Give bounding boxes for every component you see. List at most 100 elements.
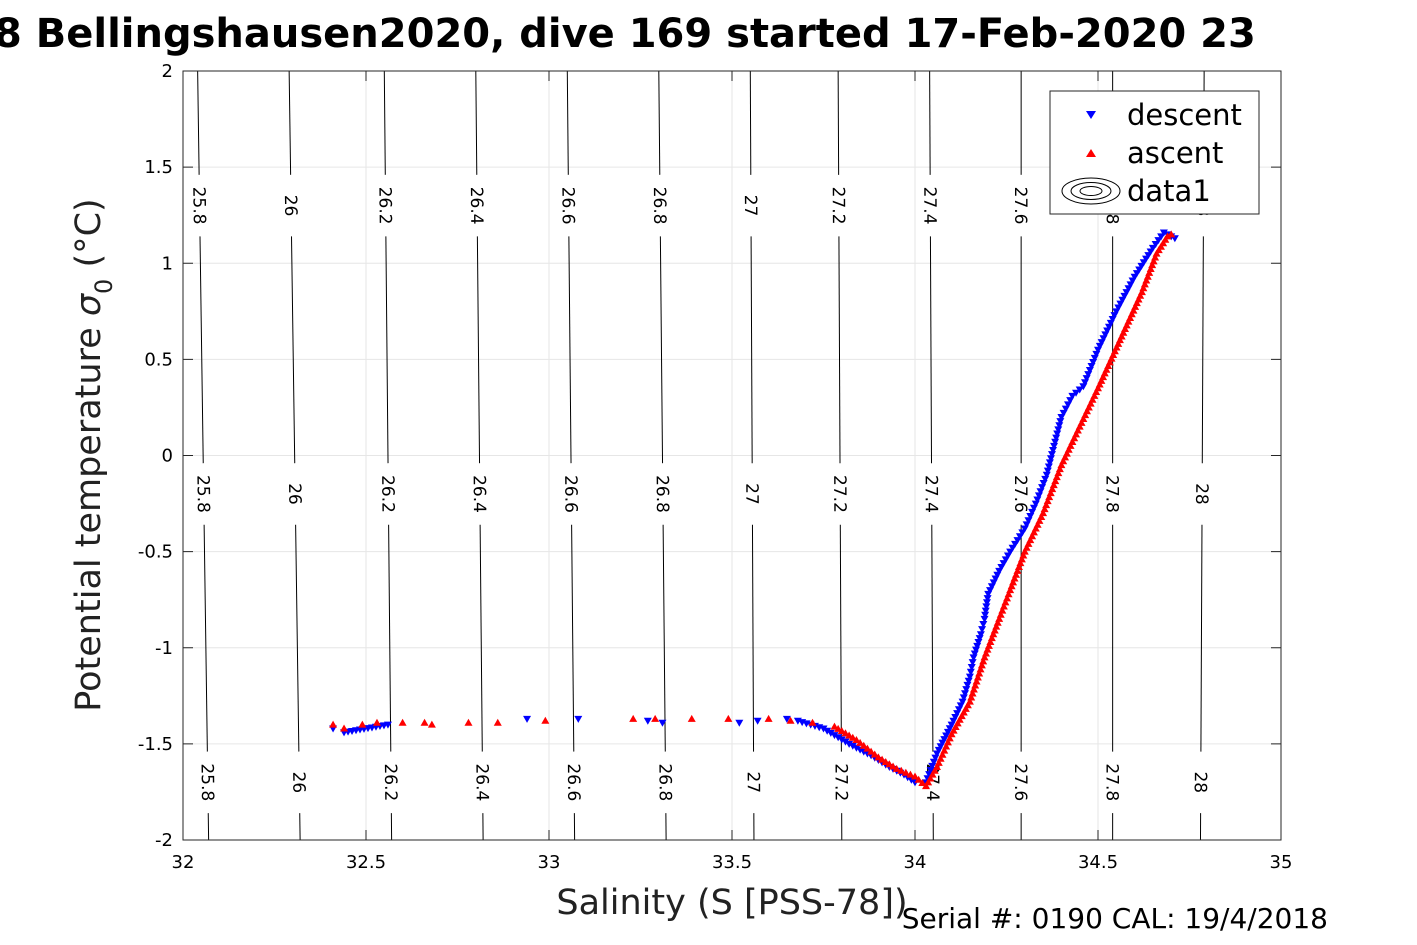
ascent-point: [1077, 418, 1086, 426]
ascent-point: [1084, 403, 1093, 411]
contour-label: 26.8: [654, 763, 674, 801]
ascent-point: [928, 770, 937, 778]
x-tick-label: 35: [1270, 852, 1293, 873]
ascent-point: [938, 750, 947, 758]
ascent-point: [930, 766, 939, 774]
legend-contour-icon: [1061, 177, 1121, 205]
ascent-point: [1095, 380, 1104, 388]
ascent-point: [1062, 449, 1071, 457]
contour-line: [476, 236, 481, 464]
ascent-point: [969, 685, 978, 693]
ascent-point: [973, 673, 982, 681]
descent-point: [523, 715, 532, 723]
contour-label: 27.4: [919, 187, 939, 225]
ascent-point: [859, 741, 868, 749]
contour-label: 27.2: [829, 475, 849, 513]
ascent-point: [1094, 384, 1102, 392]
ascent-point: [942, 742, 951, 750]
contour-label: 26.6: [563, 763, 583, 801]
contour-label: 28: [1190, 771, 1210, 793]
contour-label: 27.2: [828, 187, 848, 225]
ascent-point: [975, 669, 984, 677]
ascent-point: [1105, 358, 1114, 366]
ascent-point: [1090, 391, 1099, 399]
descent-point: [1045, 459, 1054, 467]
ascent-point: [541, 716, 550, 724]
x-tick-label: 34.5: [1078, 852, 1118, 873]
ascent-point: [1131, 302, 1140, 310]
ascent-point: [1129, 306, 1138, 314]
ascent-point: [1020, 547, 1029, 555]
ascent-point: [808, 718, 817, 726]
ascent-point: [993, 618, 1002, 626]
descent-point: [1050, 442, 1059, 450]
y-tick-label: 2: [162, 61, 173, 82]
descent-point: [962, 686, 971, 694]
descent-point: [980, 615, 989, 623]
descent-point: [982, 603, 991, 611]
ascent-point: [1142, 276, 1151, 284]
x-tick-label: 33.5: [712, 852, 752, 873]
ascent-point: [1052, 473, 1061, 481]
ascent-point: [995, 614, 1004, 622]
y-tick-label: -0.5: [138, 542, 173, 563]
ascent-point: [1149, 257, 1158, 265]
ascent-point: [1079, 414, 1088, 422]
contour-label: 26: [288, 771, 308, 793]
ascent-point: [398, 718, 407, 726]
ascent-point: [1043, 497, 1052, 505]
ascent-point: [1051, 477, 1060, 485]
ascent-point: [967, 693, 976, 701]
ascent-point: [965, 697, 974, 705]
ascent-point: [1167, 230, 1176, 238]
y-tick-label: -2: [155, 830, 173, 851]
contour-line: [839, 524, 842, 752]
contour-line: [295, 524, 300, 752]
contour-line: [383, 70, 386, 175]
ascent-point: [1121, 325, 1130, 333]
contour-label: 26: [280, 195, 300, 217]
descent-point: [983, 595, 992, 603]
contour-label: 28: [1191, 483, 1211, 505]
ascent-point: [1102, 365, 1111, 373]
contour-26.4: 26.4 26.4 26.4: [466, 70, 492, 841]
contour-label: 26.6: [557, 187, 577, 225]
ascent-point: [971, 681, 980, 689]
contour-label: 26.2: [380, 763, 400, 801]
ascent-point: [1061, 453, 1070, 461]
ascent-point: [1049, 481, 1058, 489]
ascent-point: [1009, 578, 1018, 586]
contour-line: [291, 236, 296, 464]
contour-line: [571, 524, 575, 752]
contour-line: [1201, 236, 1204, 464]
ascent-point: [959, 708, 968, 716]
ascent-point: [1006, 586, 1015, 594]
ascent-point: [1001, 598, 1010, 606]
ascent-point: [1007, 582, 1016, 590]
ascent-point: [1148, 261, 1157, 269]
contour-line: [288, 70, 292, 175]
ascent-point: [999, 602, 1008, 610]
descent-point: [852, 744, 861, 752]
ascent-point: [1163, 232, 1172, 240]
ascent-point: [1072, 430, 1081, 438]
ascent-point: [968, 689, 977, 697]
ascent-point: [1014, 563, 1023, 571]
descent-point: [819, 725, 828, 733]
ascent-point: [1107, 354, 1116, 362]
descent-point: [978, 626, 987, 634]
contour-line: [568, 236, 572, 464]
ascent-point: [992, 622, 1001, 630]
contour-label: 27.2: [830, 763, 850, 801]
ascent-point: [982, 649, 991, 657]
axis-ticks: 32 32.5 33 33.5 34 34.5 35 -2 -1.5 -1 -0.5 0 0.5 1 1.5…: [138, 61, 1293, 873]
contour-line: [475, 70, 478, 175]
ascent-point: [1048, 485, 1057, 493]
ascent-point: [979, 657, 988, 665]
ascent-point: [934, 758, 943, 766]
ascent-point: [1066, 441, 1075, 449]
ascent-point: [1075, 422, 1084, 430]
ascent-point: [1059, 457, 1068, 465]
descent-point: [837, 736, 846, 744]
descent-point: [1055, 422, 1064, 430]
